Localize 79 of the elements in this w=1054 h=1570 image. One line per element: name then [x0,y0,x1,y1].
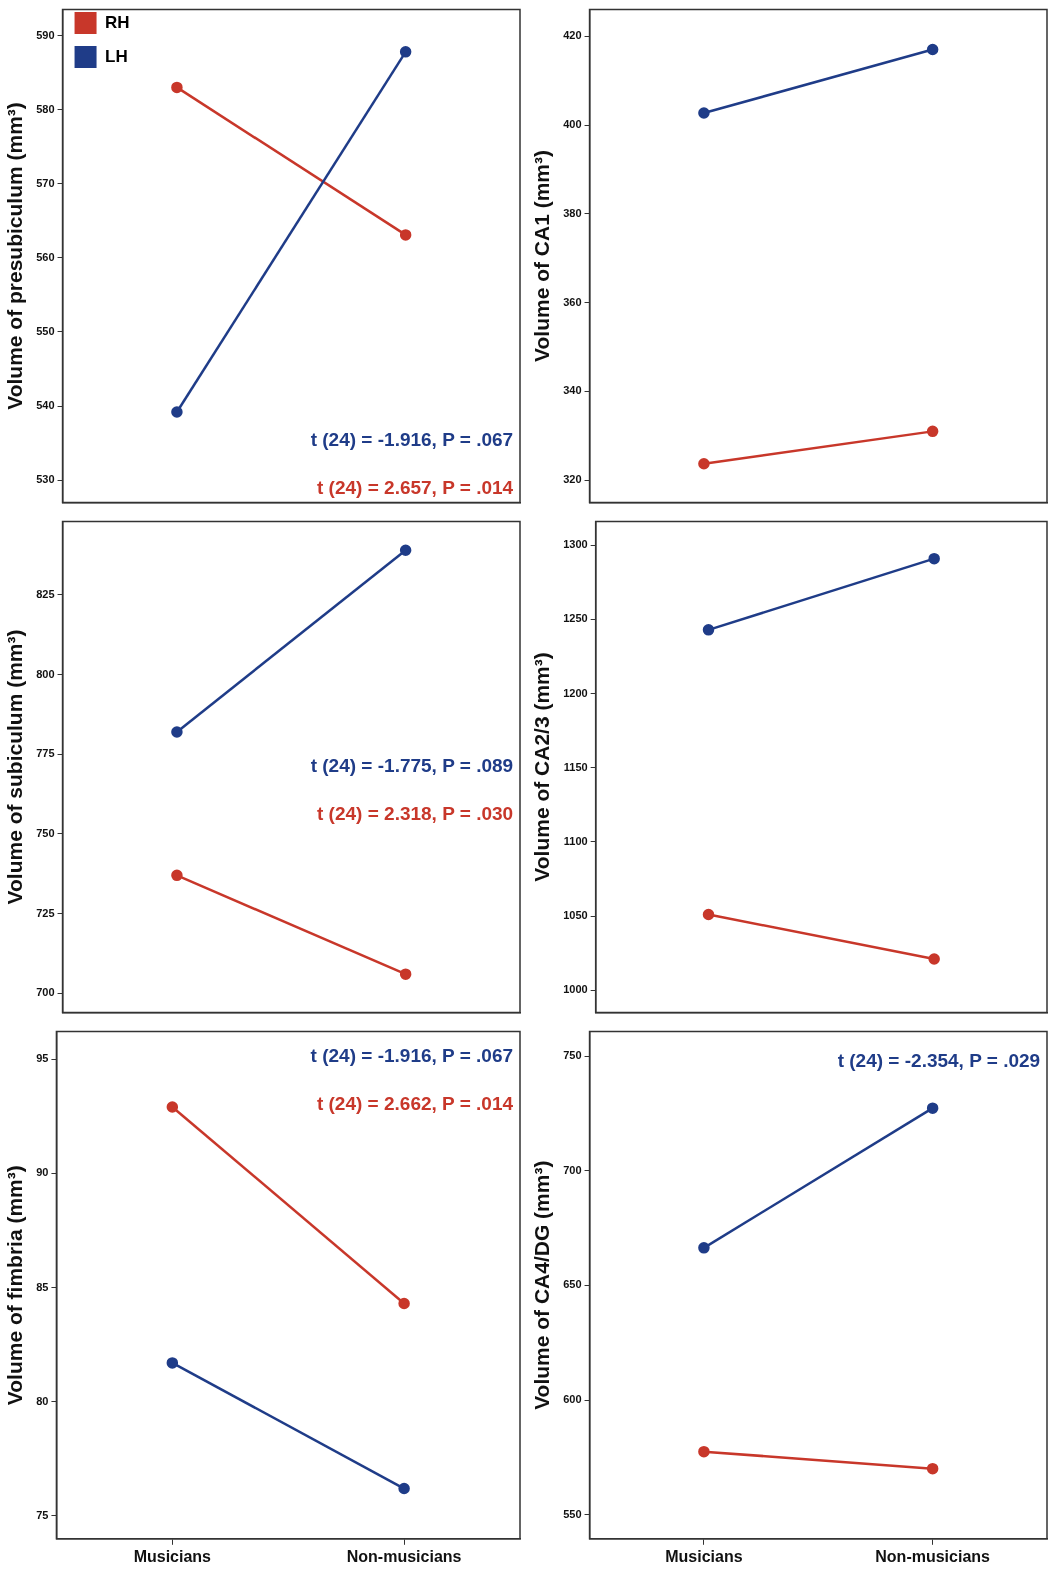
y-tick-label: 570 [36,176,55,189]
y-axis-title: Volume of presubiculum (mm³) [3,102,27,410]
point [926,1462,939,1475]
y-tick-label: 825 [36,587,55,600]
annotation: t (24) = -1.916, P = .067 [310,429,514,451]
y-tick-label: 700 [563,1163,582,1176]
point [702,908,715,921]
y-axis-title: Volume of fimbria (mm³) [3,1165,27,1406]
x-tick-label: Musicians [133,1547,212,1565]
annotation: t (24) = 2.662, P = .014 [316,1093,514,1115]
y-axis-title: Volume of subiculum (mm³) [3,629,27,905]
point [698,1445,710,1458]
y-axis-title: Volume of CA2/3 (mm³) [530,652,554,882]
y-tick-label: 530 [36,473,55,486]
y-tick-label: 1300 [563,538,588,551]
point [399,544,412,557]
annotation: t (24) = -1.916, P = .067 [310,1045,514,1067]
point [702,624,715,636]
legend-label: RH [105,12,130,32]
annotation: t (24) = 2.318, P = .030 [317,803,514,825]
y-tick-label: 85 [36,1280,49,1293]
y-tick-label: 750 [563,1049,582,1062]
y-tick-label: 725 [36,906,55,919]
y-tick-label: 700 [36,986,55,999]
x-tick-label: Musicians [665,1547,743,1565]
y-tick-label: 95 [36,1052,49,1065]
point [399,46,412,58]
y-tick-label: 800 [36,667,55,680]
point [398,1297,410,1310]
y-tick-label: 1250 [563,612,588,625]
annotation: t (24) = -1.775, P = .089 [310,755,514,777]
y-tick-label: 360 [563,295,582,308]
annotation: t (24) = 2.657, P = .014 [317,477,514,499]
y-tick-label: 590 [36,28,55,41]
y-tick-label: 540 [36,399,55,412]
y-tick-label: 1200 [563,686,588,699]
point [171,726,183,738]
y-tick-label: 340 [563,384,582,397]
point [698,1242,710,1254]
y-tick-label: 380 [563,206,582,219]
y-tick-label: 1150 [563,760,588,773]
point [698,107,710,119]
y-tick-label: 580 [36,102,55,115]
point [928,552,940,565]
point [166,1357,179,1369]
point [698,458,710,470]
x-tick-label: Non-musicians [346,1547,462,1565]
x-tick-label: Non-musicians [875,1547,991,1565]
y-tick-label: 75 [36,1508,49,1521]
y-tick-label: 750 [36,826,55,839]
legend-label: LH [105,46,128,66]
y-tick-label: 80 [36,1394,49,1407]
y-tick-label: 550 [36,324,55,337]
y-tick-label: 600 [563,1393,582,1406]
point [398,1482,410,1495]
y-tick-label: 550 [563,1507,582,1520]
point [926,1102,939,1114]
point [171,81,183,94]
y-tick-label: 320 [563,473,582,486]
y-axis-title: Volume of CA1 (mm³) [530,150,554,362]
y-tick-label: 650 [563,1278,582,1291]
y-tick-label: 420 [563,29,582,42]
y-tick-label: 1050 [563,909,588,922]
point [171,406,183,418]
point [171,869,183,882]
point [928,953,940,965]
y-tick-label: 1100 [563,834,588,847]
annotation: t (24) = -2.354, P = .029 [837,1050,1041,1072]
point [926,43,939,56]
y-tick-label: 1000 [563,983,588,996]
point [399,229,412,241]
point [926,425,939,438]
y-tick-label: 400 [563,118,582,131]
y-axis-title: Volume of CA4/DG (mm³) [530,1160,554,1410]
y-tick-label: 90 [36,1166,49,1179]
y-tick-label: 775 [36,747,55,760]
point [166,1101,179,1113]
y-tick-label: 560 [36,250,55,263]
point [399,968,412,980]
